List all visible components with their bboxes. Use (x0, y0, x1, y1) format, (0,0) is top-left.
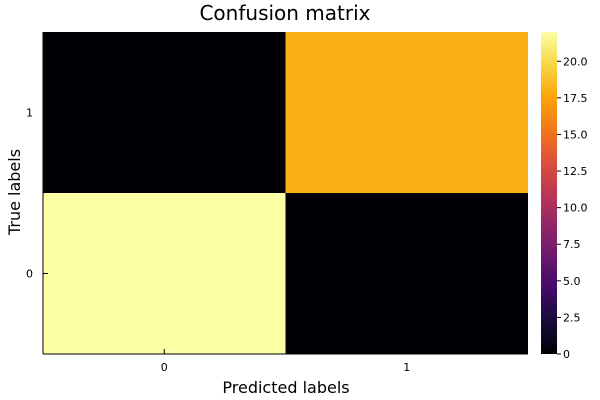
colorbar-ticks: 0 2.5 5.0 7.5 10.0 12.5 15.0 17.5 20.0 (557, 55, 588, 361)
y-axis-label: True labels (5, 149, 24, 236)
y-tick-label: 1 (26, 107, 33, 120)
colorbar-tick-label: 12.5 (563, 165, 588, 178)
heatmap-cells (43, 32, 528, 354)
heatmap-cell-true-0-pred-0 (43, 193, 286, 354)
colorbar-tick-label: 7.5 (563, 238, 581, 251)
x-tick-label: 1 (403, 361, 410, 374)
heatmap-cell-true-0-pred-1 (285, 193, 528, 354)
colorbar-tick-label: 17.5 (563, 92, 588, 105)
colorbar-tick-label: 15.0 (563, 128, 588, 141)
heatmap-cell-true-1-pred-1 (285, 32, 528, 193)
plot-axes (42, 32, 528, 355)
colorbar-tick-label: 5.0 (563, 275, 581, 288)
colorbar-tick-label: 10.0 (563, 202, 588, 215)
chart-title: Confusion matrix (199, 1, 370, 25)
x-tick-label: 0 (161, 361, 168, 374)
heatmap-cell-true-1-pred-0 (43, 32, 286, 193)
colorbar-tick-label: 2.5 (563, 311, 581, 324)
y-tick-label: 0 (26, 268, 33, 281)
x-axis-label: Predicted labels (222, 378, 349, 397)
colorbar-tick-label: 20.0 (563, 55, 588, 68)
colorbar-gradient (541, 32, 557, 354)
colorbar-tick-label: 0 (563, 348, 570, 361)
y-tick-labels: 01 (26, 107, 48, 281)
